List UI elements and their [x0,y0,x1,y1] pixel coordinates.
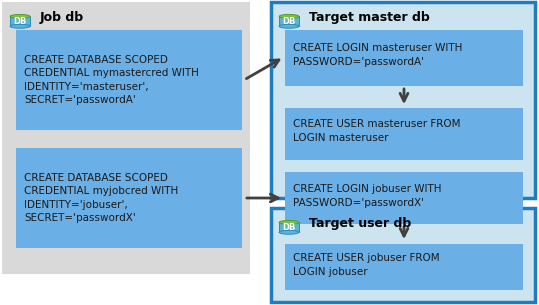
Text: CREATE USER masteruser FROM
LOGIN masteruser: CREATE USER masteruser FROM LOGIN master… [293,119,460,143]
Text: CREATE USER jobuser FROM
LOGIN jobuser: CREATE USER jobuser FROM LOGIN jobuser [293,253,440,277]
Ellipse shape [10,24,30,28]
FancyBboxPatch shape [285,244,523,290]
Ellipse shape [279,24,299,28]
FancyBboxPatch shape [285,108,523,160]
Text: DB: DB [282,223,296,232]
Ellipse shape [10,14,30,18]
FancyBboxPatch shape [2,2,250,274]
FancyBboxPatch shape [16,148,242,248]
FancyBboxPatch shape [285,172,523,224]
FancyBboxPatch shape [16,30,242,130]
FancyBboxPatch shape [271,2,535,198]
Text: CREATE LOGIN jobuser WITH
PASSWORD='passwordX': CREATE LOGIN jobuser WITH PASSWORD='pass… [293,184,441,208]
FancyBboxPatch shape [271,208,535,302]
FancyBboxPatch shape [285,30,523,86]
FancyBboxPatch shape [279,222,299,232]
Text: CREATE DATABASE SCOPED
CREDENTIAL myjobcred WITH
IDENTITY='jobuser',
SECRET='pas: CREATE DATABASE SCOPED CREDENTIAL myjobc… [24,173,178,223]
Text: DB: DB [13,17,27,26]
Text: CREATE DATABASE SCOPED
CREDENTIAL mymastercred WITH
IDENTITY='masteruser',
SECRE: CREATE DATABASE SCOPED CREDENTIAL mymast… [24,55,199,106]
Text: DB: DB [282,17,296,26]
Ellipse shape [279,14,299,18]
Text: CREATE LOGIN masteruser WITH
PASSWORD='passwordA': CREATE LOGIN masteruser WITH PASSWORD='p… [293,43,462,67]
Ellipse shape [279,230,299,234]
FancyBboxPatch shape [279,16,299,26]
FancyBboxPatch shape [10,16,30,26]
Text: Target master db: Target master db [309,12,430,24]
Ellipse shape [279,221,299,224]
Text: Job db: Job db [40,12,84,24]
Text: Target user db: Target user db [309,217,411,231]
